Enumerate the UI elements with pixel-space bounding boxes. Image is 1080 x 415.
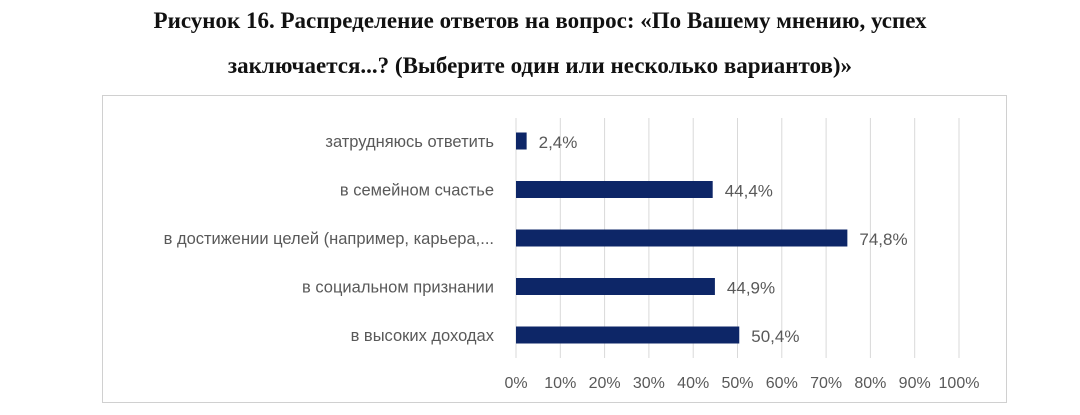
category-label: затрудняюсь ответить xyxy=(325,133,494,151)
x-tick-label: 30% xyxy=(633,375,665,392)
value-label: 44,9% xyxy=(727,279,775,298)
figure-caption-line1: Рисунок 16. Распределение ответов на воп… xyxy=(153,8,927,33)
x-tick-label: 0% xyxy=(504,375,527,392)
chart-frame xyxy=(102,95,1007,403)
category-label: в социальном признании xyxy=(302,279,494,297)
category-label: в высоких доходах xyxy=(351,327,495,345)
bar xyxy=(516,326,740,344)
bar xyxy=(516,229,848,247)
x-tick-label: 70% xyxy=(810,375,842,392)
value-labels: 2,4% 44,4% 74,8% 44,9% 50,4% xyxy=(539,133,908,346)
x-tick-label: 40% xyxy=(677,375,709,392)
value-label: 50,4% xyxy=(751,327,799,346)
value-label: 2,4% xyxy=(539,133,578,152)
category-label: в достижении целей (например, карьера,..… xyxy=(164,230,494,248)
category-label: в семейном счастье xyxy=(340,182,494,200)
x-tick-label: 20% xyxy=(589,375,621,392)
x-tick-label: 50% xyxy=(721,375,753,392)
x-tick-label: 80% xyxy=(854,375,886,392)
x-tick-label: 90% xyxy=(899,375,931,392)
figure-caption-line2: заключается...? (Выберите один или неско… xyxy=(227,53,853,78)
x-tick-label: 100% xyxy=(939,375,980,392)
value-label: 44,4% xyxy=(725,182,773,201)
bar xyxy=(516,181,713,198)
category-labels: затрудняюсь ответить в семейном счастье в … xyxy=(164,133,495,345)
bar xyxy=(516,132,527,150)
x-tick-label: 60% xyxy=(766,375,798,392)
x-axis-ticks: 0% 10% 20% 30% 40% 50% 60% 70% 80% 90% 100% xyxy=(504,375,979,392)
bars xyxy=(516,132,848,344)
bar xyxy=(516,278,715,295)
value-label: 74,8% xyxy=(859,230,907,249)
x-tick-label: 10% xyxy=(544,375,576,392)
